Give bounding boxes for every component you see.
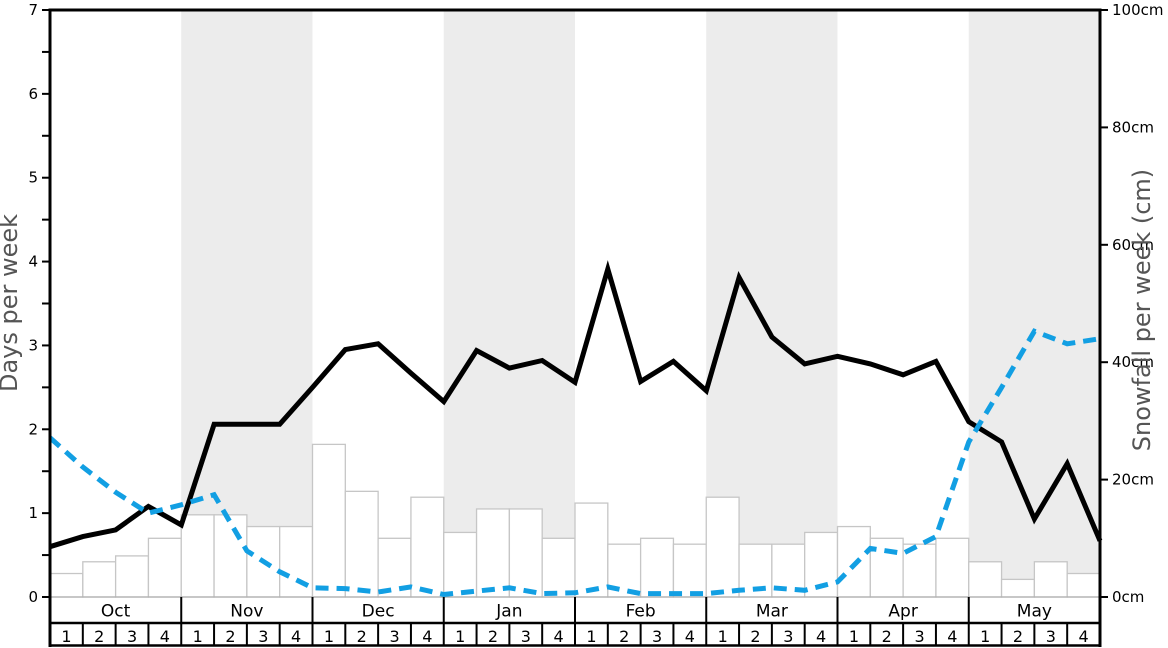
snowfall-bar — [672, 543, 707, 598]
snowfall-bar — [114, 555, 150, 598]
week-number-cell: 4 — [816, 627, 826, 646]
snowfall-bar — [1066, 572, 1101, 598]
snowfall-bar — [213, 514, 248, 598]
week-number-cell: 4 — [947, 627, 957, 646]
right-tick-label: 40cm — [1112, 353, 1154, 371]
month-label-jan: Jan — [495, 602, 522, 622]
week-number-cell: 2 — [94, 627, 104, 646]
week-number-cell: 4 — [1079, 627, 1089, 646]
snowfall-bar — [311, 443, 346, 598]
right-tick-label: 80cm — [1112, 118, 1154, 136]
week-number-cell: 1 — [849, 627, 859, 646]
month-label-dec: Dec — [362, 602, 395, 622]
shaded-band-may — [968, 10, 1100, 597]
week-number-cell: 2 — [357, 627, 367, 646]
week-number-cell: 4 — [554, 627, 564, 646]
snowfall-bar — [147, 537, 182, 598]
snowfall-bar — [180, 514, 215, 598]
snowfall-bar — [1033, 561, 1068, 598]
snowfall-bar — [574, 502, 609, 598]
snowfall-bar — [410, 496, 445, 598]
left-tick-label: 5 — [28, 169, 38, 187]
week-number-cell: 1 — [455, 627, 465, 646]
right-tick-label: 20cm — [1112, 471, 1154, 489]
snowfall-bar — [49, 572, 84, 598]
week-number-cell: 2 — [1013, 627, 1023, 646]
right-tick-label: 60cm — [1112, 236, 1154, 254]
month-label-feb: Feb — [626, 602, 656, 622]
week-number-cell: 3 — [127, 627, 137, 646]
month-label-oct: Oct — [101, 602, 131, 622]
left-tick-label: 6 — [28, 85, 38, 103]
left-tick-label: 4 — [28, 253, 38, 271]
right-tick-label: 0cm — [1112, 588, 1144, 606]
snowfall-bar — [705, 496, 740, 598]
week-number-cell: 1 — [980, 627, 990, 646]
week-number-cell: 4 — [291, 627, 301, 646]
snowfall-bar — [1000, 578, 1036, 598]
week-number-cell: 1 — [61, 627, 71, 646]
week-number-cell: 4 — [422, 627, 432, 646]
snowfall-bar — [475, 508, 511, 598]
month-label-may: May — [1017, 602, 1052, 622]
snowfall-bar — [541, 537, 576, 598]
left-tick-label: 1 — [28, 504, 38, 522]
line-series-group — [48, 260, 1103, 598]
left-tick-label: 7 — [28, 1, 38, 19]
snowfall-bar — [82, 561, 117, 598]
left-tick-label: 0 — [28, 588, 38, 606]
week-number-cell: 3 — [652, 627, 662, 646]
week-number-cell: 2 — [750, 627, 760, 646]
blue-dashed-line — [48, 328, 1101, 598]
week-number-cell: 1 — [718, 627, 728, 646]
left-tick-label: 3 — [28, 336, 38, 354]
month-week-table: Oct 1 2 3 4 Nov 1 2 3 4 Dec 1 2 3 4 Jan 1 2 3 4 Feb 1 2 3 4 Mar 1 2… — [49, 597, 1101, 647]
days-per-week-line — [49, 260, 1103, 550]
snowfall-bar — [639, 537, 675, 598]
axis-ticks: 0 1 2 3 4 5 6 7 0cm 20cm 40cm 60cm 80cm 100cm — [28, 1, 1163, 606]
week-number-cell: 2 — [882, 627, 892, 646]
shaded-band-jan — [443, 10, 575, 597]
left-tick-label: 2 — [28, 420, 38, 438]
week-number-cell: 3 — [521, 627, 531, 646]
plot-frame — [48, 8, 1102, 647]
snowfall-bar — [344, 490, 379, 598]
left-axis-title: Days per week — [0, 214, 23, 392]
month-shading-bands — [181, 10, 1100, 597]
snowfall-bar — [935, 537, 970, 598]
snowfall-bar — [508, 508, 543, 598]
week-number-cell: 2 — [619, 627, 629, 646]
month-label-apr: Apr — [888, 602, 917, 622]
week-number-cell: 1 — [324, 627, 334, 646]
month-label-nov: Nov — [230, 602, 263, 622]
week-number-cell: 4 — [160, 627, 170, 646]
week-number-cell: 2 — [225, 627, 235, 646]
week-number-cell: 4 — [685, 627, 695, 646]
week-number-cell: 3 — [258, 627, 268, 646]
week-number-cell: 1 — [586, 627, 596, 646]
snowfall-bar — [443, 531, 478, 598]
week-number-cell: 3 — [1046, 627, 1056, 646]
month-label-mar: Mar — [756, 602, 788, 622]
week-number-cell: 3 — [914, 627, 924, 646]
snowfall-bar — [968, 561, 1003, 598]
week-number-cell: 1 — [193, 627, 203, 646]
week-number-cell: 3 — [389, 627, 399, 646]
week-number-cell: 3 — [783, 627, 793, 646]
shaded-band-nov — [181, 10, 313, 597]
week-number-cell: 2 — [488, 627, 498, 646]
right-axis-title: Snowfall per week (cm) — [1128, 169, 1156, 451]
right-tick-label: 100cm — [1112, 1, 1164, 19]
